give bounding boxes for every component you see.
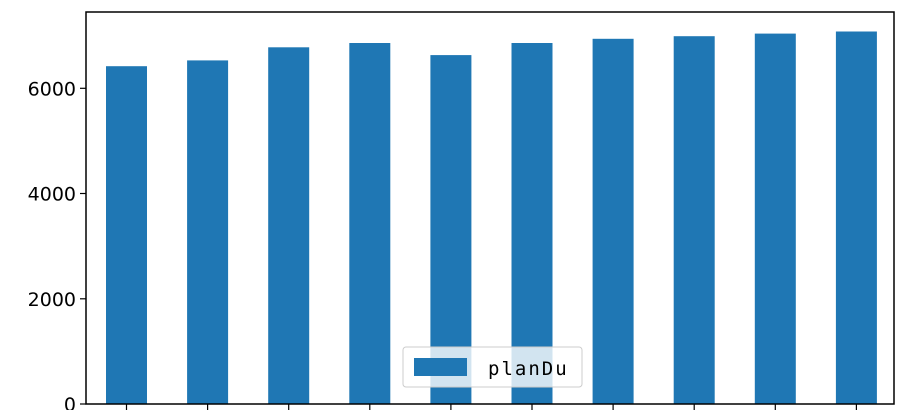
bar-5: [430, 55, 472, 404]
bar-8: [673, 36, 715, 404]
bar-1: [106, 66, 147, 404]
y-axis: 0 2000 4000 6000: [28, 78, 86, 410]
y-tick-label-4000: 4000: [28, 184, 76, 206]
bar-4: [349, 43, 391, 404]
y-tick-label-0: 0: [64, 394, 76, 410]
bar-10: [835, 31, 877, 404]
x-ticks: [125, 404, 858, 410]
y-tick-label-2000: 2000: [28, 289, 76, 311]
bar-6: [511, 43, 553, 404]
y-tick-label-6000: 6000: [28, 78, 76, 100]
legend: planDu: [402, 346, 583, 388]
bar-2: [187, 60, 229, 405]
legend-box: [402, 346, 583, 388]
bar-9: [754, 33, 796, 404]
bar-3: [268, 47, 310, 405]
legend-swatch: [414, 358, 467, 376]
plot-frame: [85, 11, 895, 405]
bars-layer: [106, 31, 877, 405]
legend-label: planDu: [488, 358, 569, 380]
bar-7: [592, 38, 634, 405]
